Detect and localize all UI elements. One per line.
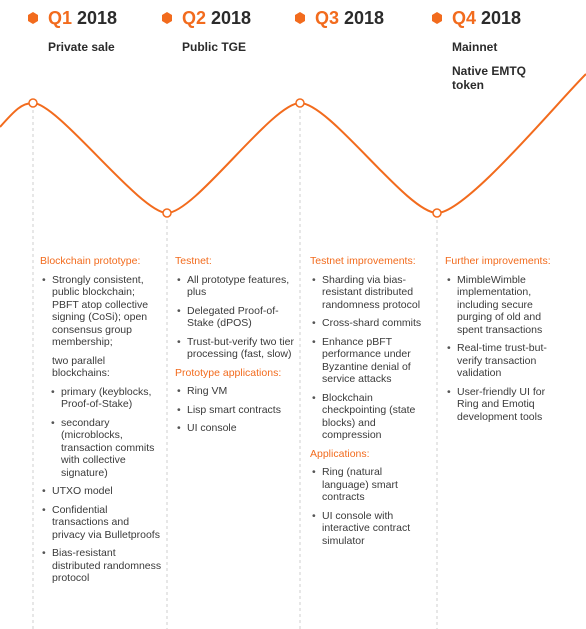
column: Testnet: All prototype features, plus Dele…: [175, 255, 295, 441]
continuation-text: two parallel blockchains:: [52, 354, 110, 380]
bullet-text: User-friendly UI for Ring and Emotiq dev…: [457, 385, 546, 423]
wave-line: [0, 73, 586, 215]
bullet-text: All prototype features, plus: [187, 273, 290, 299]
bullet-item: Blockchain checkpointing (state blocks) …: [310, 392, 430, 442]
section-heading: Applications:: [310, 447, 370, 460]
bullet-item: Bias-resistant distributed randomness pr…: [40, 547, 162, 585]
bullet-text: Ring (natural language) smart contracts: [322, 466, 398, 503]
quarter-label: Q1: [48, 8, 73, 28]
bullet-item: Sharding via bias-resistant distributed …: [310, 274, 430, 312]
bullet-text: Enhance pBFT performance under Byzantine…: [322, 335, 411, 386]
quarter-heading: Q3 2018: [315, 8, 384, 29]
milestone-dot: [432, 208, 442, 218]
hex-icon: [295, 12, 305, 24]
section: Testnet: All prototype features, plus Dele…: [175, 255, 295, 361]
sub-bullet: primary (keyblocks, Proof-of-Stake): [50, 386, 162, 411]
bullet-text: Strongly consistent, public blockchain; …: [52, 273, 149, 349]
year-label: 2018: [476, 8, 522, 28]
milestone-dot: [28, 98, 38, 108]
column: Testnet improvements: Sharding via bias-r…: [310, 255, 430, 553]
bullet-item: Enhance pBFT performance under Byzantine…: [310, 336, 430, 386]
section-heading: Prototype applications:: [175, 366, 282, 379]
bullet-item: Trust-but-verify two tier processing (fa…: [175, 336, 295, 361]
bullet-item: Ring (natural language) smart contracts: [310, 466, 430, 504]
bullet-text: UI console: [187, 422, 237, 434]
section-heading: Further improvements:: [445, 255, 551, 267]
section-heading: Testnet:: [175, 255, 212, 267]
bullet-item: Ring VM: [175, 385, 295, 398]
section: Applications: Ring (natural language) sma…: [310, 448, 430, 548]
milestone-title: Private sale: [48, 40, 115, 54]
bullet-text: Bias-resistant distributed randomness pr…: [52, 547, 162, 584]
hex-icon: [162, 12, 172, 24]
bullet-item: All prototype features, plus: [175, 274, 295, 299]
bullet-item: Lisp smart contracts: [175, 404, 295, 417]
bullet-text: Lisp smart contracts: [187, 403, 281, 416]
sub-bullet: secondary (microblocks, transaction comm…: [50, 417, 162, 480]
hex-icons: [28, 12, 442, 24]
milestone-dots: [28, 98, 442, 218]
bullet-text: UTXO model: [52, 485, 113, 497]
guide-lines: [32, 110, 438, 629]
milestone-dot: [162, 208, 172, 218]
bullet-text: MimbleWimble implementation, including s…: [457, 273, 543, 336]
bullet-text: Trust-but-verify two tier processing (fa…: [187, 335, 294, 361]
year-label: 2018: [339, 8, 385, 28]
bullet-text: UI console with interactive contract sim…: [322, 509, 411, 547]
bullet-text: Ring VM: [187, 385, 228, 397]
bullet-text: Cross-shard commits: [322, 317, 422, 329]
bullet-text: Confidential transactions and privacy vi…: [52, 503, 160, 541]
year-label: 2018: [206, 8, 252, 28]
section-heading: Blockchain prototype:: [40, 255, 141, 267]
section-heading: Testnet improvements:: [310, 255, 416, 267]
year-label: 2018: [72, 8, 118, 28]
bullet-item: Delegated Proof-of-Stake (dPOS): [175, 305, 295, 330]
milestone-dot: [295, 98, 305, 108]
bullet-item: Real-time trust-but-verify transaction v…: [445, 342, 565, 380]
bullet-item: UTXO model: [40, 485, 162, 498]
quarter-label: Q4: [452, 8, 477, 28]
hex-icon: [28, 12, 38, 24]
quarter-heading: Q1 2018: [48, 8, 117, 29]
quarter-label: Q2: [182, 8, 207, 28]
quarter-label: Q3: [315, 8, 340, 28]
quarter-heading: Q2 2018: [182, 8, 251, 29]
bullet-text: Real-time trust-but-verify transaction v…: [457, 342, 547, 379]
section: Blockchain prototype: Strongly consistent…: [40, 255, 162, 585]
bullet-item: Cross-shard commits: [310, 317, 430, 330]
bullet-item: User-friendly UI for Ring and Emotiq dev…: [445, 386, 565, 424]
bullet-item: MimbleWimble implementation, including s…: [445, 274, 565, 337]
column: Blockchain prototype: Strongly consistent…: [40, 255, 162, 591]
bullet-item: Confidential transactions and privacy vi…: [40, 504, 162, 542]
hex-icon: [432, 12, 442, 24]
bullet-item: UI console with interactive contract sim…: [310, 510, 430, 548]
milestone-title: Mainnet: [452, 40, 498, 54]
bullet-item: Strongly consistent, public blockchain; …: [40, 274, 162, 480]
milestone-title: Public TGE: [182, 40, 247, 54]
quarter-heading: Q4 2018: [452, 8, 521, 29]
column: Further improvements: MimbleWimble implem…: [445, 255, 565, 429]
milestone-title: Native EMTQ token: [452, 64, 527, 92]
bullet-item: UI console: [175, 422, 295, 435]
bullet-text: Blockchain checkpointing (state blocks) …: [322, 391, 416, 442]
bullet-text: Delegated Proof-of-Stake (dPOS): [187, 304, 279, 330]
section: Prototype applications: Ring VM Lisp smart…: [175, 367, 295, 435]
section: Testnet improvements: Sharding via bias-r…: [310, 255, 430, 442]
bullet-text: Sharding via bias-resistant distributed …: [322, 273, 421, 311]
section: Further improvements: MimbleWimble implem…: [445, 255, 565, 423]
